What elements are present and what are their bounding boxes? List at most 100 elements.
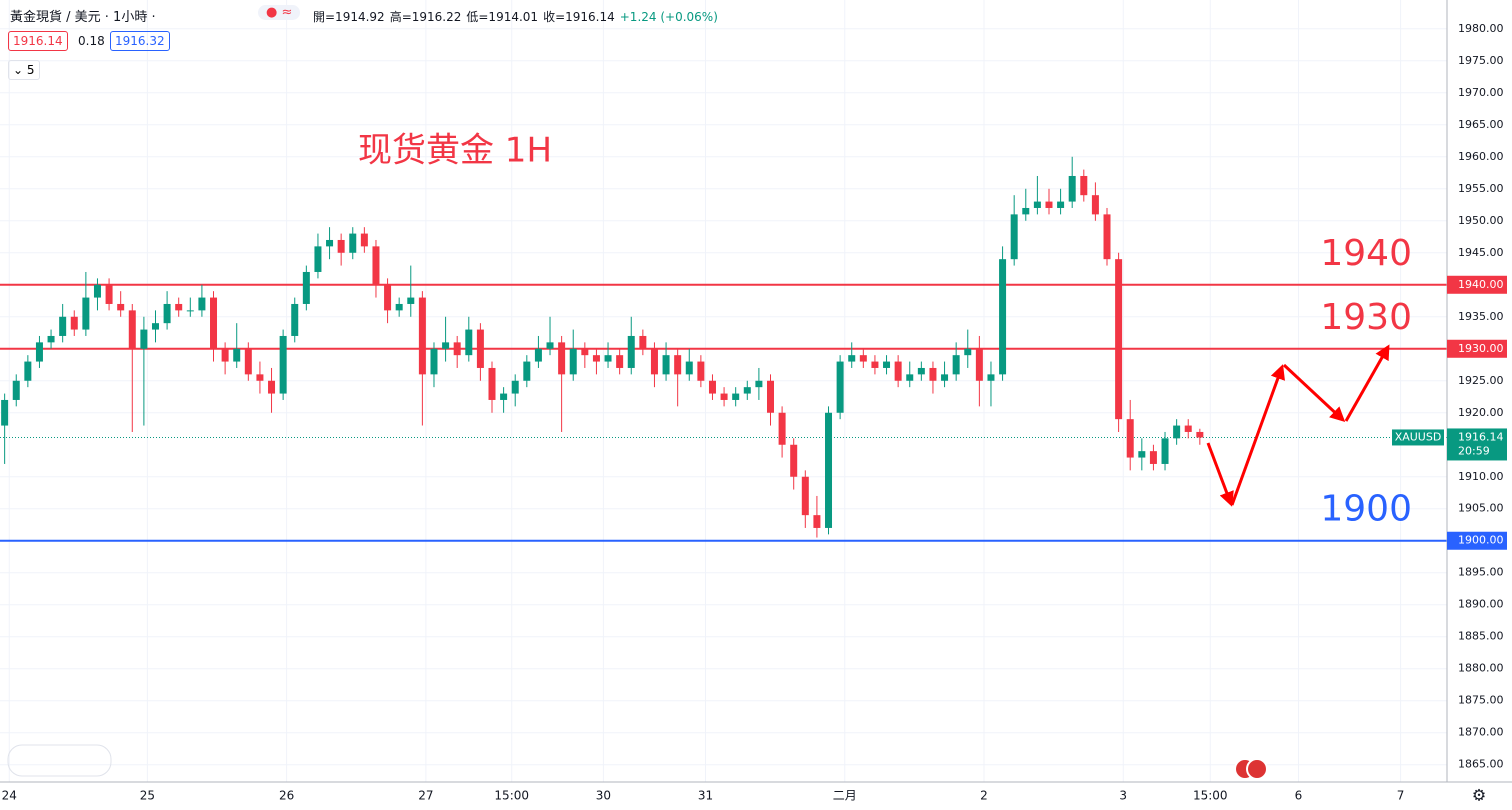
x-tick-label: 26: [279, 789, 294, 803]
candle-body: [151, 323, 159, 330]
chevron: ⌄: [13, 63, 27, 77]
bid-box[interactable]: 1916.14: [8, 31, 68, 51]
last-price-tag: 1916.14: [1458, 430, 1504, 443]
ohlc-legend: 開=1914.92 高=1916.22 低=1914.01 收=1916.14 +1.2…: [313, 8, 723, 25]
y-tick-label: 1980.00: [1458, 22, 1504, 35]
arrow: [1230, 364, 1285, 506]
candle-body: [349, 233, 357, 253]
arrow: [1344, 344, 1390, 422]
level-tag: 1930.00: [1458, 342, 1504, 355]
candle-body: [70, 316, 78, 330]
candle-body: [1103, 214, 1111, 260]
candle-body: [1184, 425, 1192, 432]
y-tick-label: 1880.00: [1458, 662, 1504, 675]
last-price-tag-bg: [1447, 428, 1507, 461]
candle-body: [128, 310, 136, 349]
candle-body: [117, 303, 125, 311]
candle-body: [1068, 175, 1076, 202]
candle-body: [1045, 201, 1053, 208]
candle-body: [59, 316, 67, 336]
candle-body: [836, 361, 844, 413]
candle-body: [766, 380, 774, 413]
level-label: 1940: [1320, 233, 1412, 274]
price-axis-bg: [1447, 0, 1512, 810]
candle-body: [175, 303, 183, 311]
candle-body: [720, 393, 728, 400]
legend-item: 高=1916.22: [389, 10, 462, 24]
level-tag-bg: [1447, 531, 1507, 550]
candle-body: [708, 380, 716, 394]
candle-body: [964, 348, 972, 356]
annotation: 现货黄金 1H: [358, 131, 552, 171]
candle-body: [546, 342, 554, 349]
candle-body: [418, 297, 426, 375]
candle-body: [999, 259, 1007, 375]
candle-body: [511, 380, 519, 394]
candle-body: [604, 355, 612, 362]
candle-body: [662, 355, 670, 375]
candle-body: [801, 476, 809, 516]
candle-body: [210, 297, 218, 349]
y-tick-label: 1970.00: [1458, 86, 1504, 99]
y-tick-label: 1910.00: [1458, 470, 1504, 483]
x-tick-label: 30: [596, 789, 611, 803]
candle-body: [883, 361, 891, 368]
candle-body: [975, 348, 983, 381]
candles: [1, 156, 1204, 538]
candle-body: [233, 348, 241, 362]
candle-body: [558, 342, 566, 375]
status-pill[interactable]: ● ≈: [258, 5, 301, 20]
x-tick-label: 31: [698, 789, 713, 803]
y-tick-label: 1885.00: [1458, 630, 1504, 643]
y-tick-label: 1935.00: [1458, 310, 1504, 323]
level-label: 1930: [1320, 297, 1412, 338]
candle-body: [1149, 451, 1157, 464]
candle-body: [871, 361, 879, 368]
candle-body: [163, 303, 171, 324]
nav-pill[interactable]: [7, 744, 112, 777]
candle-body: [685, 361, 693, 375]
candle-body: [442, 342, 450, 349]
candle-body: [778, 412, 786, 445]
flag-icons: [1234, 758, 1268, 780]
interval: 5: [26, 63, 35, 77]
candle-body: [279, 335, 287, 394]
candle-body: [917, 367, 925, 375]
settings-icon[interactable]: ⚙: [1472, 786, 1486, 805]
candle-body: [1138, 451, 1146, 458]
candle-body: [1173, 425, 1181, 439]
x-tick-label: 27: [418, 789, 433, 803]
y-tick-label: 1875.00: [1458, 694, 1504, 707]
candle-body: [906, 374, 914, 381]
candle-body: [697, 361, 705, 381]
countdown: 20:59: [1458, 444, 1490, 457]
legend-item: 低=1914.01: [466, 10, 539, 24]
candle-body: [453, 342, 461, 356]
interval-box[interactable]: ⌄ 5: [8, 60, 40, 80]
candle-body: [790, 444, 798, 477]
candle-body: [337, 239, 345, 253]
candle-body: [12, 380, 20, 400]
candle-body: [430, 348, 438, 375]
symbol-title: 黃金現貨 / 美元 · 1小時 ·: [10, 10, 156, 25]
candle-body: [1091, 195, 1099, 215]
candle-body: [372, 246, 380, 285]
candle-body: [35, 342, 43, 362]
candle-body: [894, 361, 902, 381]
ask-box[interactable]: 1916.32: [110, 31, 170, 51]
candle-body: [813, 515, 821, 528]
candle-body: [105, 284, 113, 304]
candle-body: [384, 284, 392, 311]
candle-body: [186, 310, 194, 312]
level-tag: 1900.00: [1458, 534, 1504, 547]
candle-body: [1115, 259, 1123, 420]
candle-body: [395, 303, 403, 311]
candle-body: [268, 380, 276, 394]
candle-body: [592, 355, 600, 362]
candle-body: [569, 348, 577, 375]
candle-body: [534, 348, 542, 362]
level-tag-bg: [1447, 339, 1507, 358]
x-tick-label: 二月: [833, 789, 857, 803]
candle-body: [987, 374, 995, 381]
